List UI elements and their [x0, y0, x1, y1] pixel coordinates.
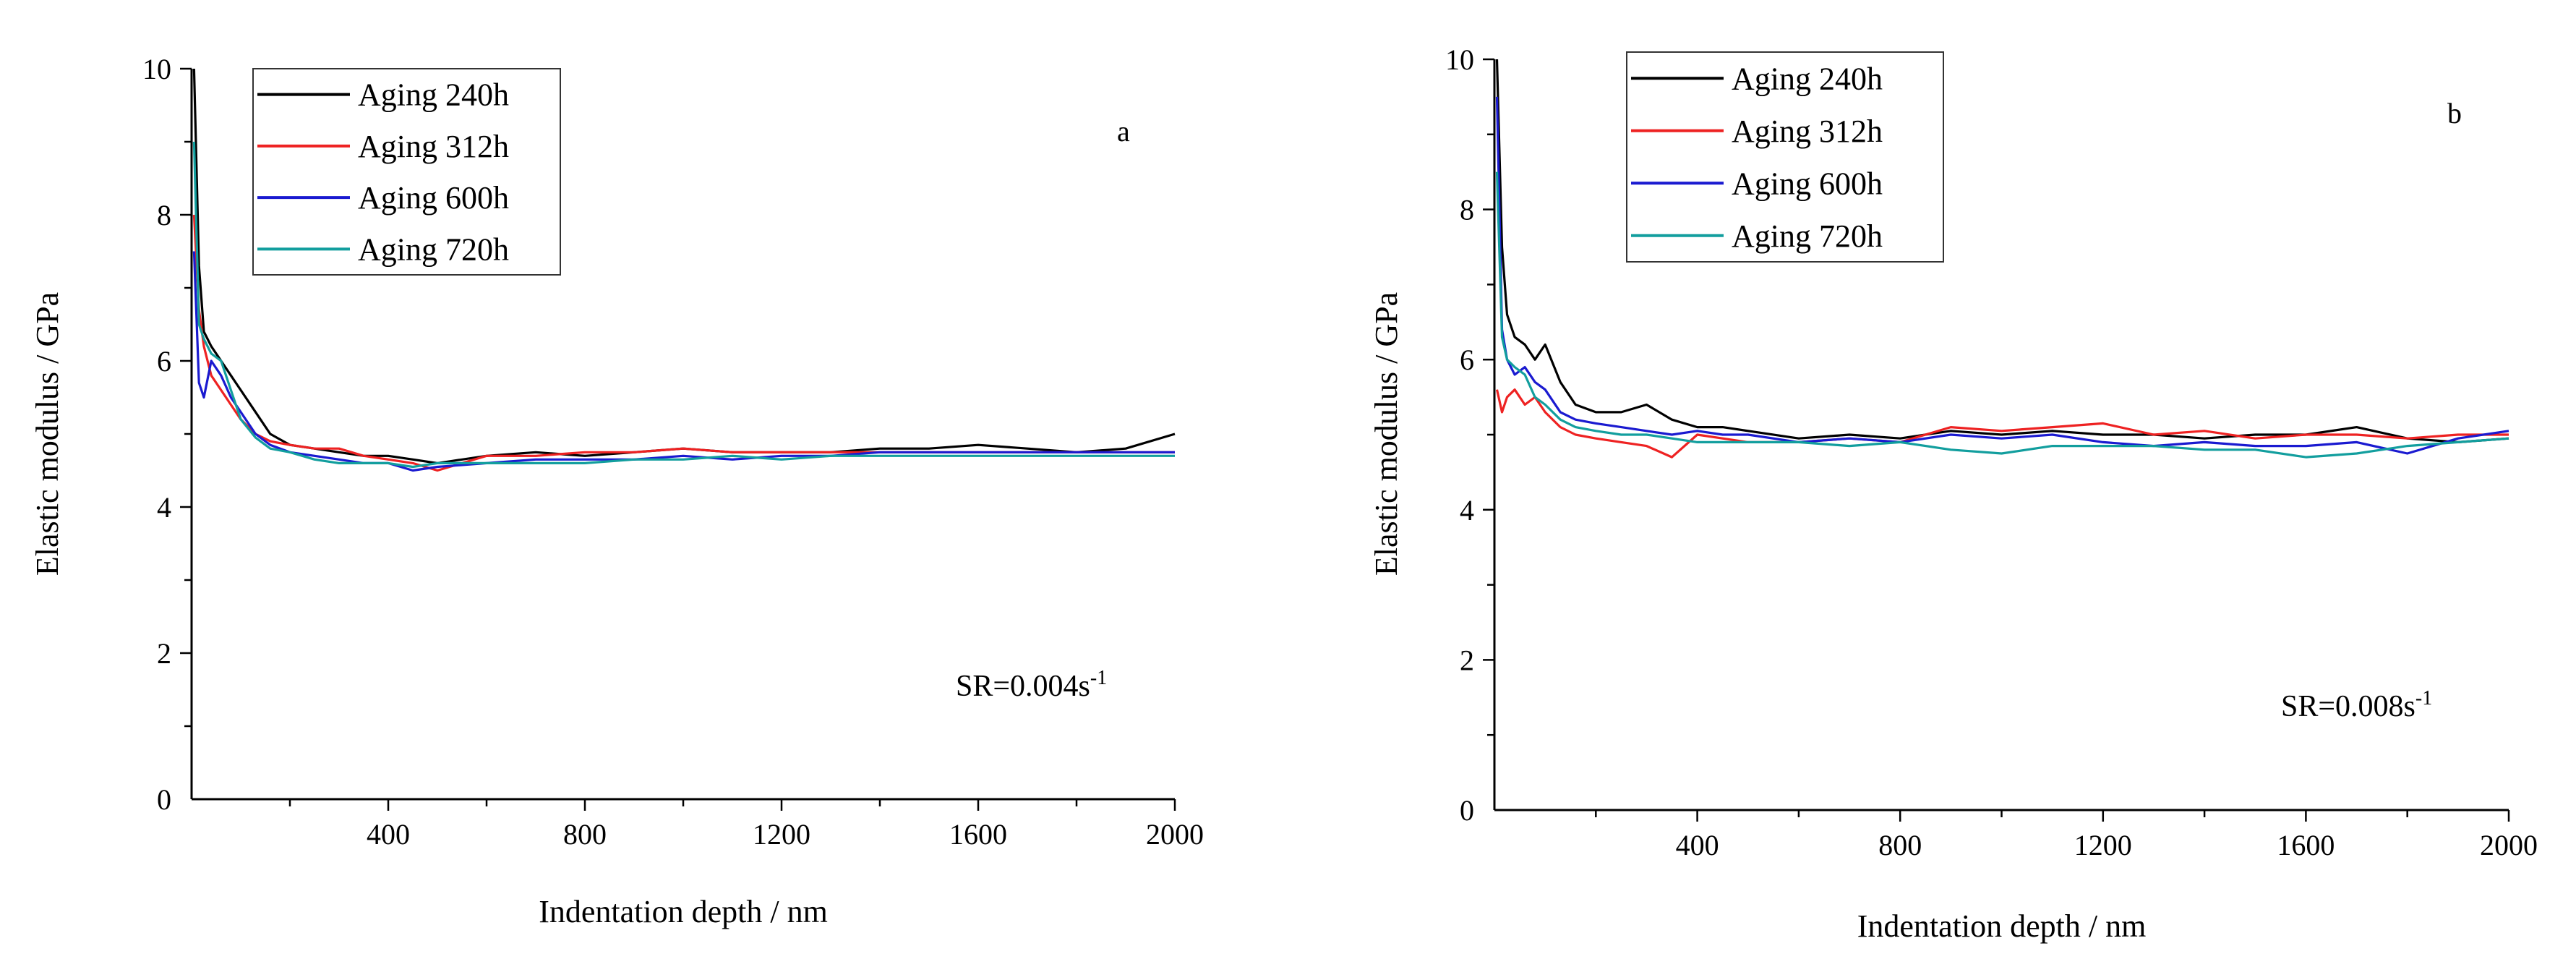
- x-tick-label: 1600: [2277, 829, 2335, 861]
- legend-label: Aging 720h: [1732, 218, 1883, 254]
- y-tick-label: 8: [157, 199, 171, 231]
- y-tick-label: 2: [157, 637, 171, 670]
- x-tick-label: 400: [367, 818, 410, 851]
- y-tick-label: 4: [1460, 494, 1474, 527]
- y-axis-title: Elastic modulus / GPa: [1369, 292, 1404, 576]
- y-axis-title: Elastic modulus / GPa: [30, 292, 65, 576]
- y-tick-label: 6: [1460, 344, 1474, 376]
- x-tick-label: 1200: [753, 818, 810, 851]
- legend-label: Aging 312h: [358, 129, 509, 164]
- y-tick-label: 2: [1460, 644, 1474, 676]
- chart-panel-b: 400 800 1200 1600 2000 0 2 4 6 8 10 Indentation dep…: [1369, 43, 2538, 944]
- strain-rate-exponent: -1: [2415, 687, 2432, 710]
- y-tick-label: 10: [142, 53, 171, 85]
- x-axis-title: Indentation depth / nm: [539, 894, 828, 929]
- legend-box: [1626, 51, 1944, 263]
- y-tick-label: 0: [1460, 794, 1474, 827]
- strain-rate-value: SR=0.004s: [956, 670, 1090, 703]
- series-group: [192, 68, 1176, 472]
- legend: Aging 240h Aging 312h Aging 600h Aging 720h: [1626, 51, 1944, 263]
- series-line-aging-720h: [192, 141, 1175, 469]
- y-tick-label: 6: [157, 345, 171, 378]
- x-tick-label: 1600: [949, 818, 1007, 851]
- legend-box: [252, 68, 561, 276]
- strain-rate-annotation: SR=0.008s-1: [2281, 687, 2432, 723]
- y-tick-label: 0: [157, 783, 171, 816]
- legend-label: Aging 720h: [358, 231, 509, 267]
- legend-label: Aging 600h: [1732, 166, 1883, 201]
- x-axis-title: Indentation depth / nm: [1857, 908, 2147, 944]
- series-line-aging-600h: [192, 251, 1175, 472]
- series-group: [1495, 59, 2509, 459]
- strain-rate-annotation: SR=0.004s-1: [956, 667, 1107, 703]
- series-line-aging-720h: [1495, 171, 2509, 459]
- x-tick-label: 2000: [1146, 818, 1204, 851]
- x-tick-label: 800: [1878, 829, 1922, 861]
- series-line-aging-600h: [1495, 96, 2509, 455]
- strain-rate-exponent: -1: [1090, 667, 1107, 689]
- y-tick-label: 8: [1460, 194, 1474, 226]
- legend: Aging 240h Aging 312h Aging 600h Aging 720h: [252, 68, 561, 276]
- y-tick-label: 4: [157, 491, 171, 524]
- x-tick-label: 1200: [2074, 829, 2132, 861]
- x-tick-label: 800: [563, 818, 607, 851]
- legend-label: Aging 600h: [358, 180, 509, 216]
- chart-panel-a: 400 800 1200 1600 2000 0 2 4 6 8 10 Indentation dep…: [30, 53, 1204, 929]
- y-tick-label: 10: [1445, 43, 1474, 76]
- x-tick-label: 2000: [2480, 829, 2538, 861]
- panel-letter: b: [2447, 97, 2462, 129]
- panel-letter: a: [1117, 115, 1130, 148]
- x-tick-label: 400: [1676, 829, 1719, 861]
- series-line-aging-240h: [1495, 59, 2509, 443]
- legend-label: Aging 312h: [1732, 114, 1883, 149]
- legend-label: Aging 240h: [358, 77, 509, 113]
- legend-label: Aging 240h: [1732, 61, 1883, 96]
- strain-rate-value: SR=0.008s: [2281, 690, 2415, 723]
